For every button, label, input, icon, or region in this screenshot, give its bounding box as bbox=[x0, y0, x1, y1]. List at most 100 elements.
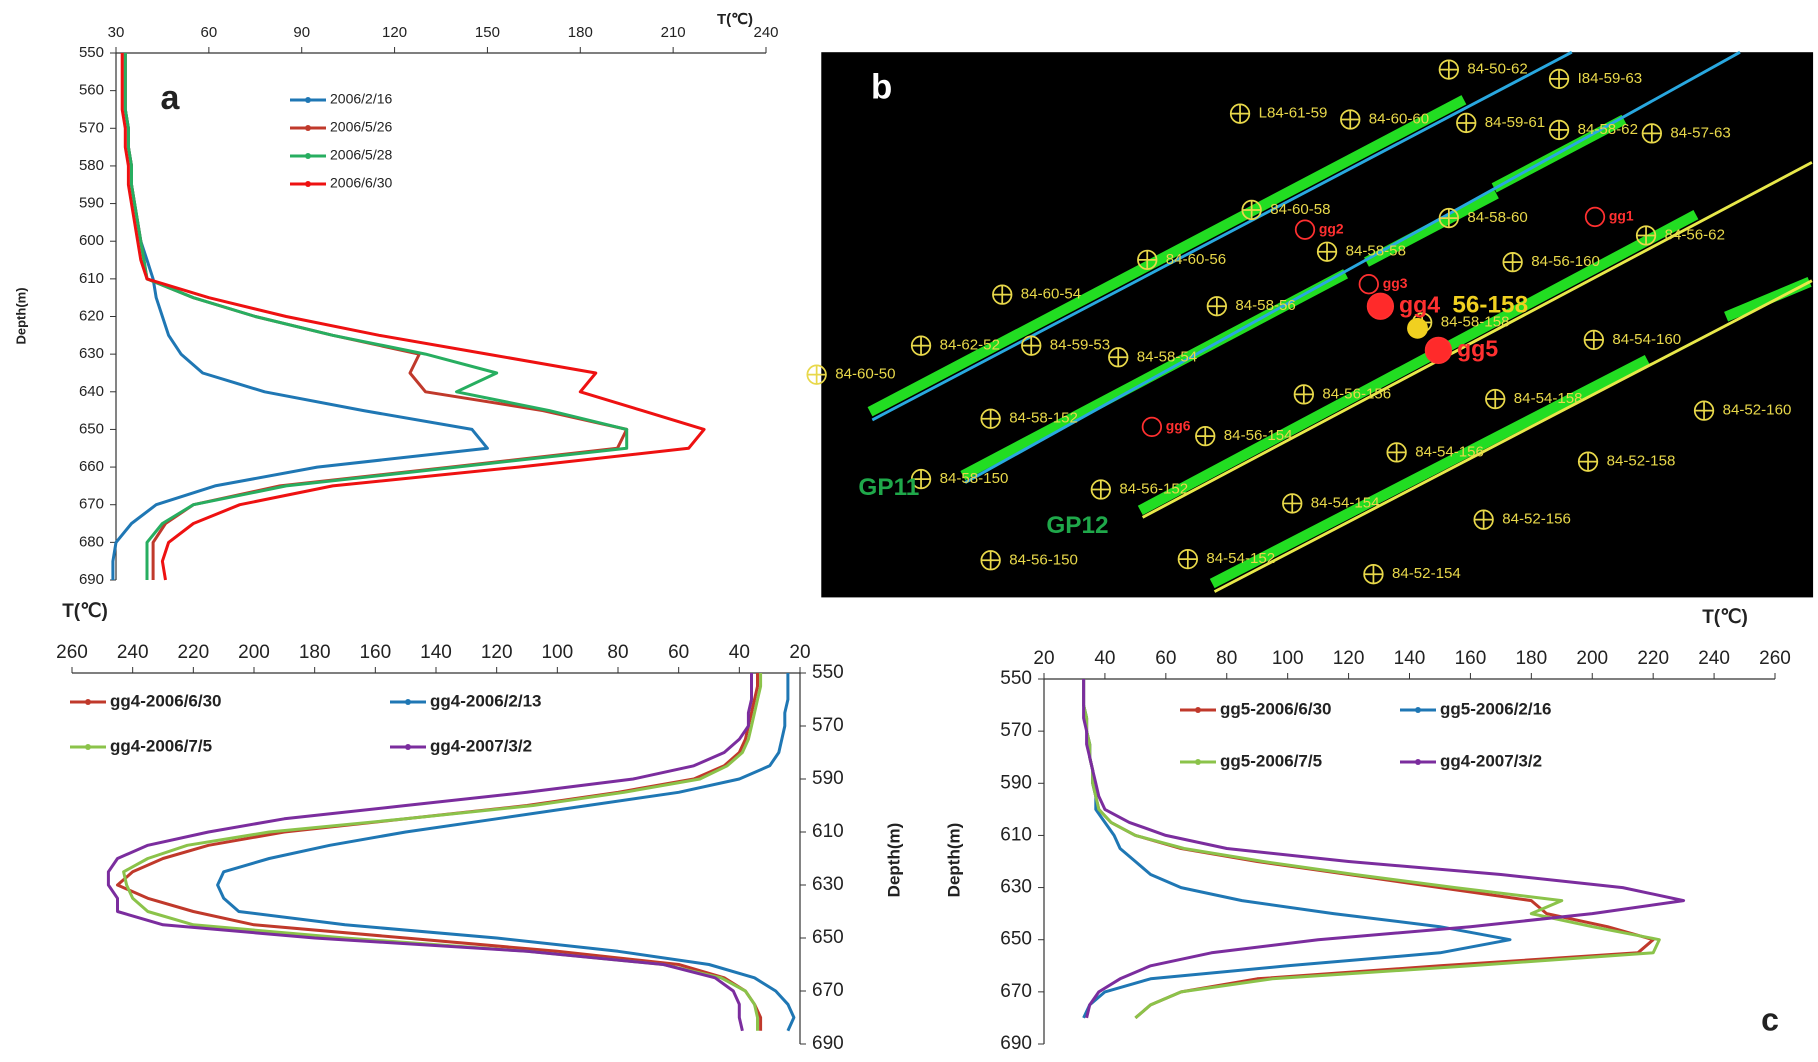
y-axis-label: Depth(m) bbox=[13, 287, 28, 344]
well-cross bbox=[1091, 480, 1111, 499]
well-cross bbox=[992, 285, 1012, 304]
legend-label: gg4-2007/3/2 bbox=[430, 736, 532, 755]
fault-line bbox=[871, 50, 1573, 422]
well-label: 84-58-152 bbox=[1009, 410, 1078, 427]
legend-label: gg5-2006/7/5 bbox=[1220, 751, 1322, 770]
x-tick-label: 40 bbox=[1094, 648, 1115, 669]
legend-label: gg4-2007/3/2 bbox=[1440, 751, 1542, 770]
well-label: 84-57-63 bbox=[1670, 124, 1730, 141]
observation-well bbox=[1366, 292, 1395, 320]
y-tick-label: 620 bbox=[79, 307, 104, 324]
x-axis-label: T(℃) bbox=[62, 601, 108, 622]
x-tick-label: 100 bbox=[1272, 648, 1304, 669]
well-label: 84-60-50 bbox=[835, 366, 895, 383]
x-tick-label: 240 bbox=[753, 24, 778, 41]
y-tick-label: 590 bbox=[1000, 772, 1032, 793]
series-line bbox=[123, 53, 629, 580]
legend-label: 2006/5/28 bbox=[330, 147, 392, 163]
series-line bbox=[1082, 679, 1655, 1020]
legend-marker bbox=[305, 181, 311, 187]
legend-marker bbox=[1415, 707, 1421, 713]
x-tick-label: 150 bbox=[475, 24, 500, 41]
series-line bbox=[106, 673, 753, 1032]
y-tick-label: 670 bbox=[79, 496, 104, 513]
well-label: 84-52-156 bbox=[1502, 511, 1571, 528]
legend-label: gg4-2006/6/30 bbox=[110, 691, 222, 710]
well-label: 84-62-52 bbox=[940, 337, 1000, 354]
well-label: 84-54-156 bbox=[1415, 443, 1484, 460]
map-background bbox=[821, 52, 1814, 598]
fault-band bbox=[1209, 354, 1650, 589]
well-cross bbox=[1549, 69, 1569, 89]
profile-label: GP11 bbox=[858, 474, 919, 501]
well-label: 84-58-62 bbox=[1578, 121, 1638, 138]
well-cross bbox=[981, 550, 1000, 570]
well-cross bbox=[1137, 250, 1157, 270]
fault-line bbox=[964, 50, 1741, 484]
y-tick-label: 610 bbox=[79, 270, 104, 287]
well-cross bbox=[1178, 549, 1198, 569]
y-tick-label: 660 bbox=[79, 458, 104, 475]
well-label: 84-58-158 bbox=[1441, 313, 1510, 330]
x-tick-label: 160 bbox=[1455, 648, 1487, 669]
x-tick-label: 160 bbox=[359, 642, 391, 663]
well-label: 84-54-154 bbox=[1311, 494, 1380, 511]
observation-well bbox=[1424, 336, 1453, 364]
y-tick-label: 690 bbox=[79, 571, 104, 588]
x-tick-label: 210 bbox=[661, 24, 686, 41]
well-cross bbox=[1549, 120, 1569, 140]
well-label: 84-52-158 bbox=[1607, 453, 1676, 470]
x-axis-label: T(℃) bbox=[717, 11, 753, 28]
well-label: 84-50-62 bbox=[1467, 61, 1527, 78]
y-tick-label: 690 bbox=[812, 1033, 844, 1054]
x-tick-label: 200 bbox=[238, 642, 270, 663]
well-cross bbox=[1503, 252, 1522, 272]
well-cross bbox=[1694, 401, 1714, 420]
well-label: 84-60-58 bbox=[1270, 201, 1330, 218]
x-tick-label: 60 bbox=[201, 24, 218, 41]
well-cross bbox=[1387, 443, 1406, 462]
y-tick-label: 630 bbox=[812, 874, 844, 895]
well-cross bbox=[1207, 296, 1227, 316]
panel-label: c bbox=[1761, 1001, 1779, 1037]
well-label: 84-58-150 bbox=[940, 470, 1009, 487]
panel-label: a bbox=[161, 79, 181, 117]
legend-label: gg5-2006/2/16 bbox=[1440, 699, 1552, 718]
y-tick-label: 690 bbox=[1000, 1033, 1032, 1054]
well-label: 84-56-152 bbox=[1119, 481, 1188, 498]
well-cross bbox=[1439, 60, 1459, 79]
observation-label: gg6 bbox=[1166, 418, 1191, 434]
x-tick-label: 20 bbox=[1033, 648, 1054, 669]
y-axis-label: Depth(m) bbox=[944, 823, 963, 898]
legend-marker bbox=[1415, 759, 1421, 765]
y-tick-label: 630 bbox=[79, 345, 104, 362]
legend-marker bbox=[305, 153, 311, 159]
x-tick-label: 120 bbox=[382, 24, 407, 41]
highlight-label: 56-158 bbox=[1452, 292, 1528, 319]
x-tick-label: 240 bbox=[1698, 648, 1730, 669]
observation-well bbox=[1294, 219, 1316, 240]
map-lines bbox=[867, 50, 1813, 593]
well-cross bbox=[1456, 113, 1476, 133]
highlight-well bbox=[1407, 317, 1428, 339]
well-cross bbox=[1642, 124, 1662, 143]
well-cross bbox=[1195, 426, 1215, 446]
profile-label: GP12 bbox=[1046, 512, 1108, 539]
observation-well bbox=[1358, 274, 1379, 295]
panel-label: b bbox=[871, 68, 892, 107]
well-cross bbox=[911, 336, 931, 355]
x-tick-label: 220 bbox=[1637, 648, 1669, 669]
legend-marker bbox=[1195, 707, 1201, 713]
legend-label: gg5-2006/6/30 bbox=[1220, 699, 1332, 718]
well-cross bbox=[807, 365, 826, 384]
well-label: I84-59-63 bbox=[1578, 70, 1643, 87]
well-cross bbox=[1021, 336, 1041, 355]
y-tick-label: 650 bbox=[812, 927, 844, 948]
well-label: 84-54-152 bbox=[1206, 550, 1275, 567]
well-cross bbox=[1340, 110, 1360, 129]
observation-label: gg4 bbox=[1399, 291, 1440, 317]
x-tick-label: 260 bbox=[56, 642, 88, 663]
y-tick-label: 610 bbox=[1000, 824, 1032, 845]
legend-marker bbox=[85, 744, 91, 750]
